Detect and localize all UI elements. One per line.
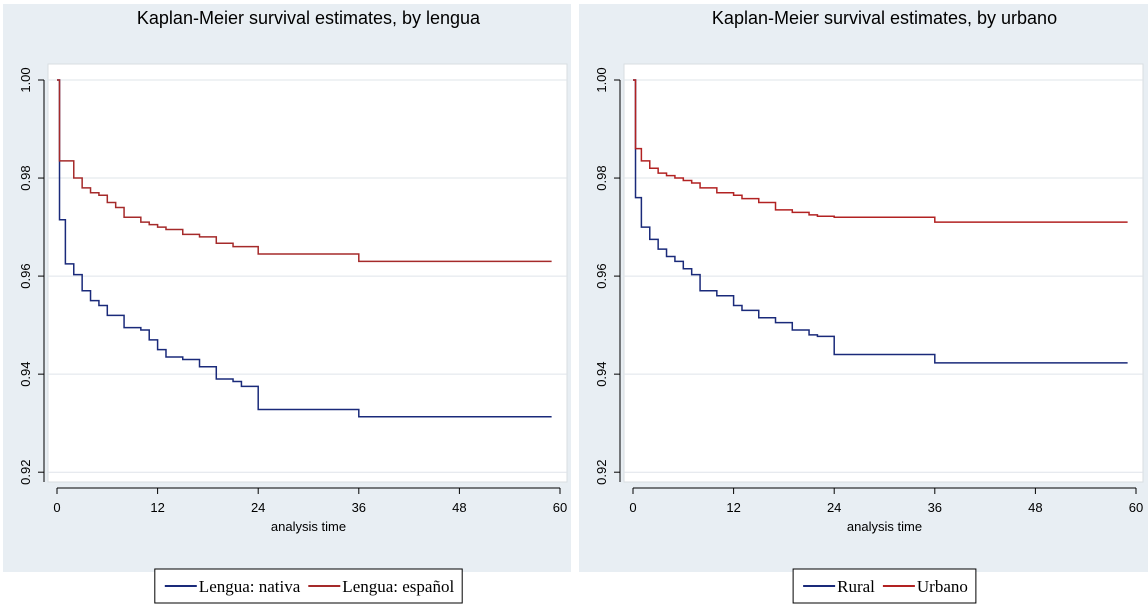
legend-label: Lengua: español [342,577,454,596]
plot-area [47,63,568,483]
chart-title: Kaplan-Meier survival estimates, by leng… [137,8,481,28]
legend-label: Lengua: nativa [199,577,301,596]
y-tick-label: 0.94 [18,361,33,386]
x-tick-label: 12 [726,500,740,515]
survival-line [633,79,1128,364]
x-tick-label: 36 [928,500,942,515]
y-tick-label: 0.98 [594,165,609,190]
survival-line [57,79,552,263]
y-tick-label: 0.94 [594,361,609,386]
y-tick-label: 0.96 [18,263,33,288]
x-axis-label: analysis time [271,519,346,534]
survival-line [633,79,1128,223]
x-tick-label: 0 [629,500,636,515]
y-tick-label: 0.98 [18,165,33,190]
x-tick-label: 36 [352,500,366,515]
x-tick-label: 48 [452,500,466,515]
survival-line [57,79,552,418]
x-tick-label: 0 [53,500,60,515]
legend-label: Rural [837,577,875,596]
y-tick-label: 0.92 [594,460,609,485]
legend: Lengua: nativa Lengua: español [154,568,463,604]
y-tick-label: 0.92 [18,460,33,485]
x-tick-label: 24 [827,500,841,515]
y-tick-label: 0.96 [594,263,609,288]
y-tick-label: 1.00 [18,67,33,92]
x-tick-label: 48 [1028,500,1042,515]
x-tick-label: 24 [251,500,265,515]
legend-label: Urbano [917,577,968,596]
x-axis-label: analysis time [847,519,922,534]
x-tick-label: 60 [553,500,567,515]
x-tick-label: 12 [150,500,164,515]
chart-title: Kaplan-Meier survival estimates, by urba… [712,8,1057,28]
x-tick-label: 60 [1129,500,1143,515]
legend: Rural Urbano [792,568,977,604]
y-tick-label: 1.00 [594,67,609,92]
plot-area [623,63,1144,483]
